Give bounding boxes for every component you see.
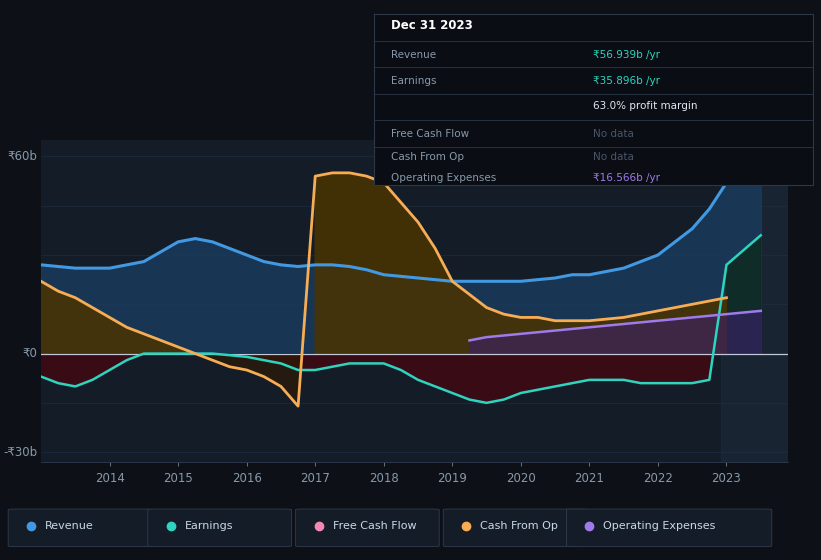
Text: Free Cash Flow: Free Cash Flow: [333, 521, 416, 531]
Text: ₹0: ₹0: [22, 347, 37, 360]
Text: ₹56.939b /yr: ₹56.939b /yr: [594, 50, 660, 60]
FancyBboxPatch shape: [566, 509, 772, 547]
Text: ₹16.566b /yr: ₹16.566b /yr: [594, 173, 660, 183]
Text: ₹60b: ₹60b: [7, 150, 37, 163]
Text: No data: No data: [594, 129, 634, 138]
Text: Earnings: Earnings: [185, 521, 233, 531]
Text: Operating Expenses: Operating Expenses: [391, 173, 497, 183]
FancyBboxPatch shape: [8, 509, 152, 547]
Text: Revenue: Revenue: [391, 50, 436, 60]
FancyBboxPatch shape: [443, 509, 587, 547]
Text: Cash From Op: Cash From Op: [480, 521, 558, 531]
Text: -₹30b: -₹30b: [3, 446, 37, 459]
Bar: [721, 140, 788, 462]
Text: Operating Expenses: Operating Expenses: [603, 521, 716, 531]
Text: Earnings: Earnings: [391, 76, 437, 86]
Text: Free Cash Flow: Free Cash Flow: [391, 129, 470, 138]
Text: Cash From Op: Cash From Op: [391, 152, 464, 162]
Text: No data: No data: [594, 152, 634, 162]
Text: ₹35.896b /yr: ₹35.896b /yr: [594, 76, 660, 86]
Text: 63.0% profit margin: 63.0% profit margin: [594, 101, 698, 111]
Text: Dec 31 2023: Dec 31 2023: [391, 20, 473, 32]
FancyBboxPatch shape: [148, 509, 291, 547]
FancyBboxPatch shape: [296, 509, 439, 547]
Text: Revenue: Revenue: [45, 521, 94, 531]
